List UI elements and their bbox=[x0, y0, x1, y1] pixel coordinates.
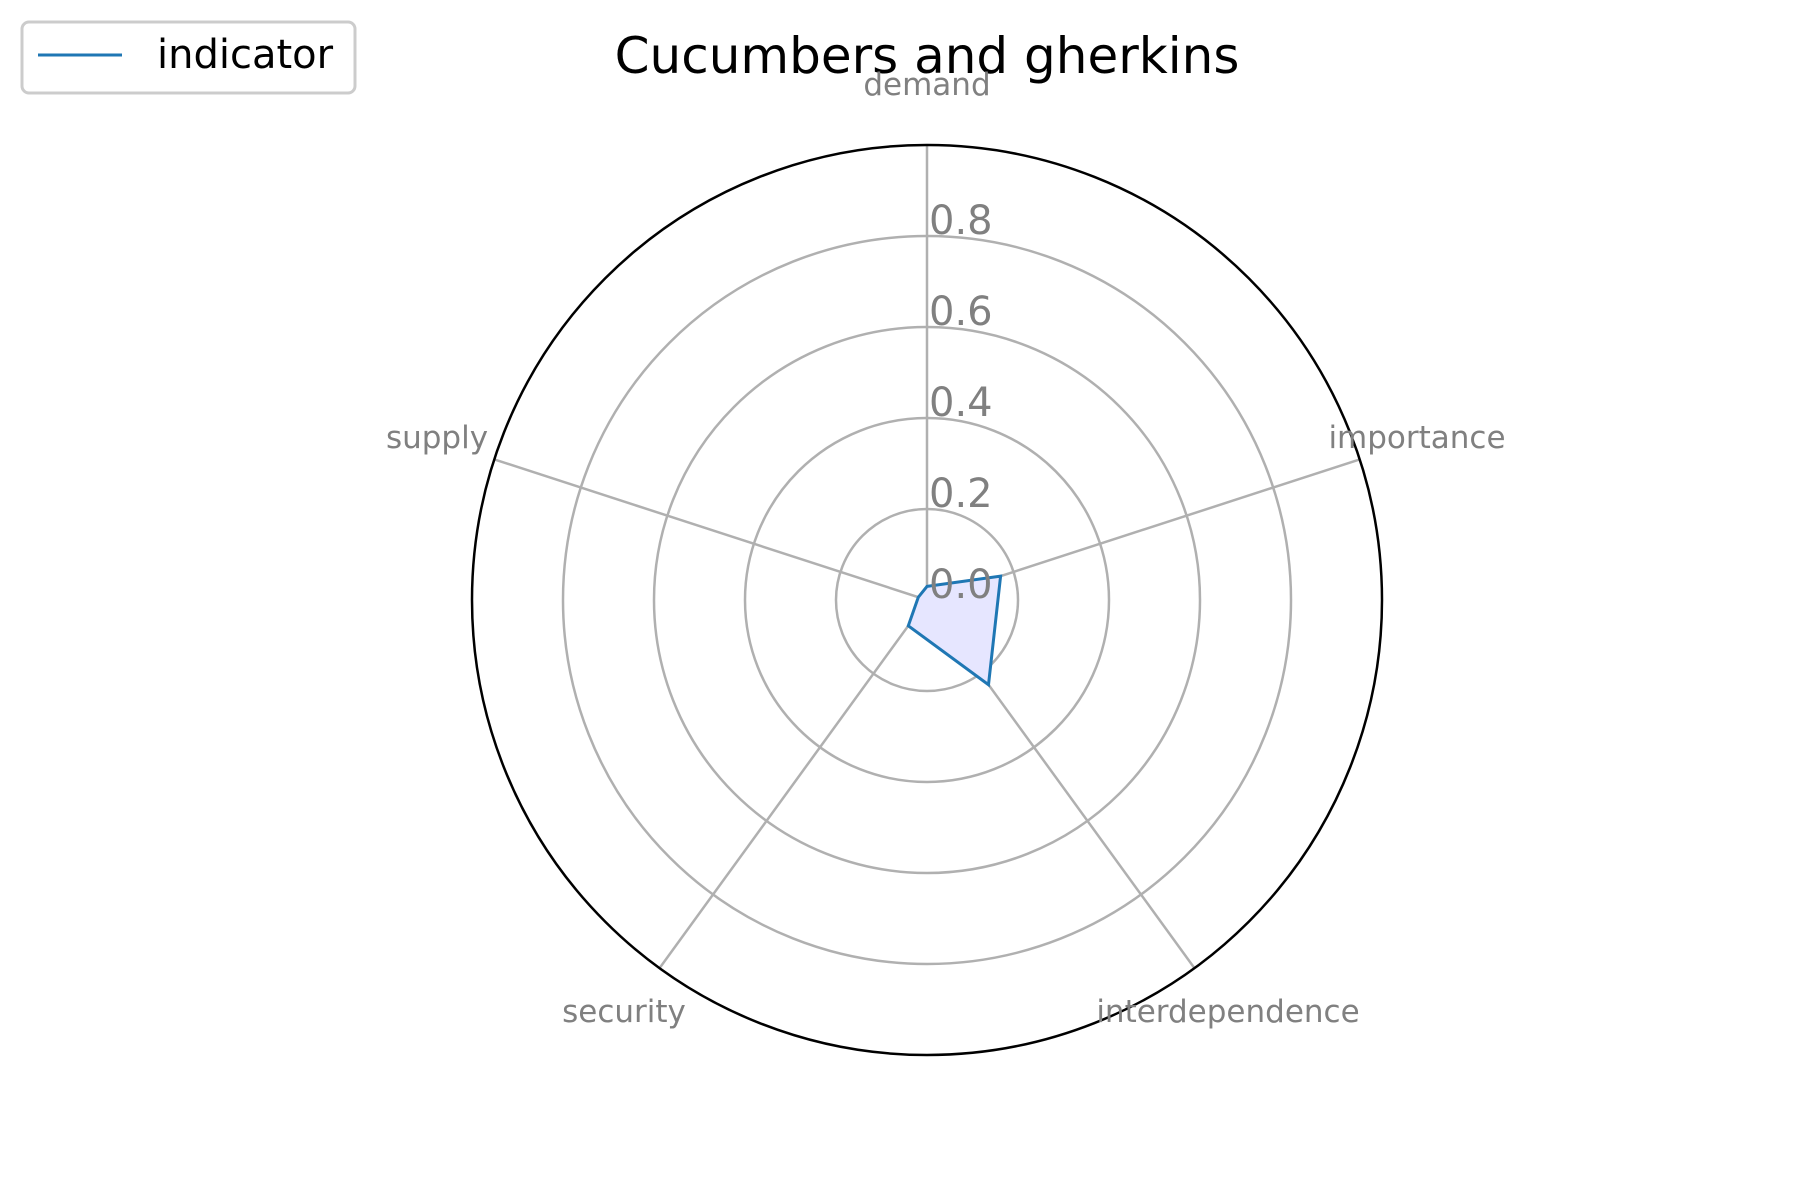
radial-tick-labels: 0.0 0.2 0.4 0.6 0.8 bbox=[929, 198, 993, 608]
series-line-indicator bbox=[906, 574, 1003, 688]
axis-label-demand: demand bbox=[863, 67, 990, 103]
spoke-supply bbox=[493, 458, 928, 602]
axis-label-interdependence: interdependence bbox=[1096, 994, 1359, 1030]
legend: indicator bbox=[20, 20, 357, 95]
series-layer bbox=[906, 574, 1003, 688]
spoke-security bbox=[658, 599, 929, 969]
polar-frame bbox=[470, 143, 1384, 1057]
axis-labels: demand importance interdependence security s… bbox=[386, 67, 1506, 1030]
legend-entry-indicator: indicator bbox=[157, 32, 334, 78]
rtick-label-3: 0.6 bbox=[929, 289, 993, 335]
series-fill-indicator bbox=[908, 576, 1001, 685]
rtick-label-0: 0.0 bbox=[929, 562, 993, 608]
axis-label-supply: supply bbox=[386, 420, 488, 456]
axis-label-importance: importance bbox=[1328, 420, 1505, 456]
rtick-label-4: 0.8 bbox=[929, 198, 993, 244]
axis-label-security: security bbox=[562, 994, 686, 1030]
rtick-label-1: 0.2 bbox=[929, 471, 993, 517]
chart-title: Cucumbers and gherkins bbox=[615, 27, 1240, 85]
rtick-label-2: 0.4 bbox=[929, 380, 993, 426]
grid-spokes bbox=[493, 145, 1361, 969]
legend-box bbox=[20, 20, 357, 95]
